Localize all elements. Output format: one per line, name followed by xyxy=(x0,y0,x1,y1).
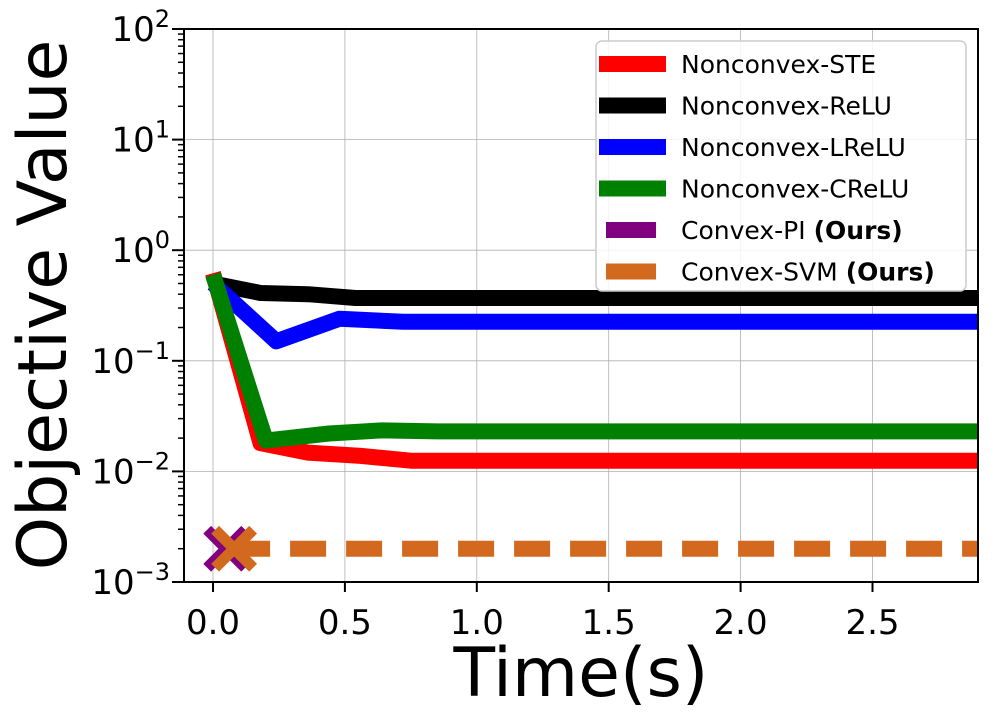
marker-stroke xyxy=(203,525,250,572)
ticks xyxy=(172,28,874,592)
legend-entry-nonconvex-relu: Nonconvex-ReLU xyxy=(599,92,892,121)
legend: Nonconvex-STE Nonconvex-ReLU Nonconvex-LRe… xyxy=(595,40,967,292)
y-tick-label: 101 xyxy=(111,116,170,161)
y-tick-label: 100 xyxy=(111,226,170,271)
y-tick-exponent: 0 xyxy=(155,226,170,254)
x-tick-label: 2.0 xyxy=(714,603,768,643)
x-tick-label: 0.5 xyxy=(318,603,372,643)
y-tick-exponent: −1 xyxy=(135,337,170,365)
legend-label-name: Nonconvex-STE xyxy=(681,50,876,79)
series-line-nonconvex-lrelu xyxy=(207,277,978,350)
y-tick-base: 10 xyxy=(91,563,134,603)
legend-label: Nonconvex-LReLU xyxy=(681,133,906,162)
y-tick-base: 10 xyxy=(91,342,134,382)
legend-entry-convex-pi: Convex-PI (Ours) xyxy=(606,216,903,245)
series-line-nonconvex-relu xyxy=(211,275,978,306)
markers-layer xyxy=(203,525,258,572)
legend-label: Nonconvex-STE xyxy=(681,50,876,79)
y-axis-title: Objective Value xyxy=(4,40,83,571)
y-tick-exponent: −2 xyxy=(135,447,170,475)
legend-entry-nonconvex-lrelu: Nonconvex-LReLU xyxy=(599,133,906,162)
legend-entry-convex-svm: Convex-SVM (Ours) xyxy=(606,258,935,287)
y-tick-label: 10−3 xyxy=(91,558,170,603)
legend-label: Nonconvex-ReLU xyxy=(681,92,892,121)
y-tick-base: 10 xyxy=(111,231,154,271)
series-line-nonconvex-ste xyxy=(205,271,978,469)
x-tick-label: 0.0 xyxy=(186,603,240,643)
x-axis-title: Time(s) xyxy=(453,634,709,713)
y-tick-exponent: −3 xyxy=(135,558,170,586)
legend-label-name: Nonconvex-LReLU xyxy=(681,133,906,162)
legend-label: Convex-PI (Ours) xyxy=(681,216,903,245)
legend-label-suffix: (Ours) xyxy=(814,216,903,245)
legend-label: Convex-SVM (Ours) xyxy=(681,258,935,287)
plot-frame xyxy=(183,28,979,583)
y-tick-base: 10 xyxy=(111,10,154,50)
y-tick-label: 102 xyxy=(111,5,170,50)
legend-label-name: Nonconvex-ReLU xyxy=(681,92,892,121)
y-tick-exponent: 2 xyxy=(155,5,170,33)
y-tick-base: 10 xyxy=(91,452,134,492)
y-tick-exponent: 1 xyxy=(155,116,170,144)
legend-label-name: Nonconvex-CReLU xyxy=(681,175,909,204)
series-line-nonconvex-crelu xyxy=(205,272,978,449)
legend-box xyxy=(595,40,967,292)
legend-label-name: Convex-PI xyxy=(681,216,806,245)
y-tick-base: 10 xyxy=(111,121,154,161)
legend-entry-nonconvex-crelu: Nonconvex-CReLU xyxy=(599,175,909,204)
legend-label: Nonconvex-CReLU xyxy=(681,175,909,204)
x-tick-label: 2.5 xyxy=(845,603,899,643)
legend-label-suffix: (Ours) xyxy=(846,258,935,287)
legend-label-name: Convex-SVM xyxy=(681,258,838,287)
series-layer xyxy=(205,271,978,557)
x-tick-label: 1.0 xyxy=(450,603,504,643)
x-tick-label: 1.5 xyxy=(582,603,636,643)
series-marker-convex-svm xyxy=(211,525,258,572)
legend-entry-nonconvex-ste: Nonconvex-STE xyxy=(599,50,876,79)
series-marker-convex-pi xyxy=(203,525,250,572)
marker-stroke xyxy=(211,525,258,572)
y-tick-label: 10−2 xyxy=(91,447,170,492)
y-tick-label: 10−1 xyxy=(91,337,170,382)
